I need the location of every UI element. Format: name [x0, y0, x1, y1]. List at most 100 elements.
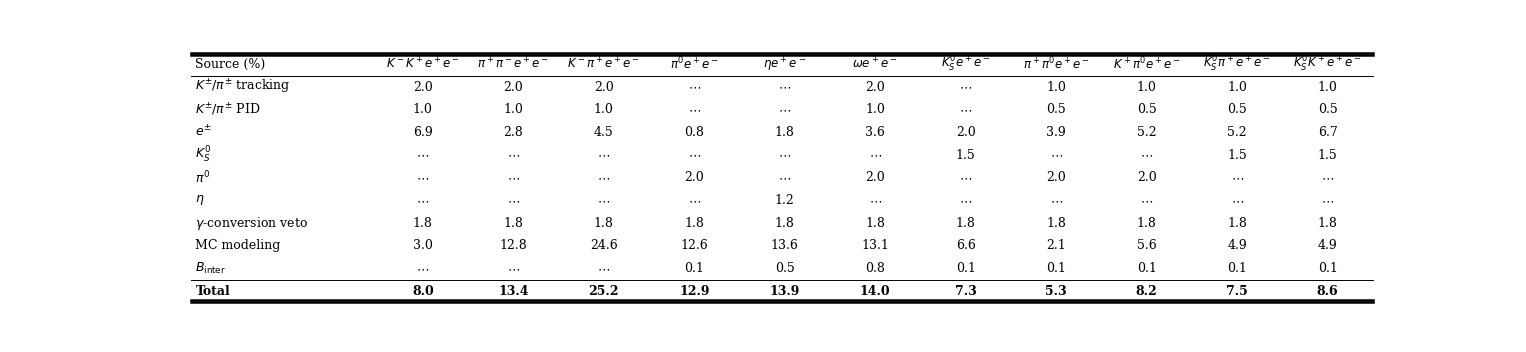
Text: 13.9: 13.9: [769, 285, 800, 297]
Text: 0.8: 0.8: [684, 126, 703, 139]
Text: 1.2: 1.2: [775, 194, 795, 207]
Text: $\cdots$: $\cdots$: [868, 194, 882, 207]
Text: $B_{\rm inter}$: $B_{\rm inter}$: [195, 261, 226, 276]
Text: $\cdots$: $\cdots$: [417, 262, 429, 275]
Text: $\cdots$: $\cdots$: [507, 194, 520, 207]
Text: $K^{\pm}/\pi^{\pm}$ PID: $K^{\pm}/\pi^{\pm}$ PID: [195, 102, 261, 118]
Text: 3.6: 3.6: [865, 126, 885, 139]
Text: $\omega e^+e^-$: $\omega e^+e^-$: [853, 57, 897, 72]
Text: 4.9: 4.9: [1227, 239, 1247, 252]
Text: $\cdots$: $\cdots$: [960, 171, 972, 184]
Text: 2.0: 2.0: [684, 171, 703, 184]
Text: $\cdots$: $\cdots$: [1230, 171, 1244, 184]
Text: $\cdots$: $\cdots$: [417, 171, 429, 184]
Text: $K^0_Se^+e^-$: $K^0_Se^+e^-$: [940, 54, 990, 75]
Text: 0.1: 0.1: [1317, 262, 1337, 275]
Text: $K^+\pi^0e^+e^-$: $K^+\pi^0e^+e^-$: [1112, 56, 1181, 73]
Text: 0.5: 0.5: [1047, 103, 1067, 116]
Text: $\cdots$: $\cdots$: [688, 194, 700, 207]
Text: 1.0: 1.0: [414, 103, 433, 116]
Text: 0.1: 0.1: [1227, 262, 1247, 275]
Text: 3.9: 3.9: [1047, 126, 1067, 139]
Text: 1.5: 1.5: [1317, 149, 1337, 162]
Text: $K^0_S\pi^+e^+e^-$: $K^0_S\pi^+e^+e^-$: [1202, 54, 1271, 75]
Text: $K^0_SK^+e^+e^-$: $K^0_SK^+e^+e^-$: [1293, 54, 1363, 75]
Text: 1.8: 1.8: [775, 126, 795, 139]
Text: $\cdots$: $\cdots$: [1050, 149, 1062, 162]
Text: 6.7: 6.7: [1317, 126, 1337, 139]
Text: 1.5: 1.5: [1227, 149, 1247, 162]
Text: $K^0_S$: $K^0_S$: [195, 145, 212, 165]
Text: 2.0: 2.0: [504, 81, 523, 94]
Text: 1.8: 1.8: [1227, 216, 1247, 230]
Text: 4.5: 4.5: [594, 126, 613, 139]
Text: $\pi^0e^+e^-$: $\pi^0e^+e^-$: [670, 56, 719, 73]
Text: $\cdots$: $\cdots$: [507, 171, 520, 184]
Text: 0.5: 0.5: [1137, 103, 1157, 116]
Text: 0.1: 0.1: [955, 262, 975, 275]
Text: $\eta e^+e^-$: $\eta e^+e^-$: [763, 55, 806, 74]
Text: MC modeling: MC modeling: [195, 239, 281, 252]
Text: 1.8: 1.8: [414, 216, 433, 230]
Text: 1.8: 1.8: [594, 216, 613, 230]
Text: $\cdots$: $\cdots$: [688, 81, 700, 94]
Text: $\pi^0$: $\pi^0$: [195, 169, 211, 186]
Text: 1.8: 1.8: [865, 216, 885, 230]
Text: $\gamma$-conversion veto: $\gamma$-conversion veto: [195, 215, 308, 232]
Text: $\cdots$: $\cdots$: [778, 171, 792, 184]
Text: $\pi^+\pi^-e^+e^-$: $\pi^+\pi^-e^+e^-$: [478, 57, 549, 72]
Text: $\cdots$: $\cdots$: [778, 103, 792, 116]
Text: $\cdots$: $\cdots$: [417, 149, 429, 162]
Text: 4.9: 4.9: [1317, 239, 1337, 252]
Text: $e^{\pm}$: $e^{\pm}$: [195, 125, 212, 140]
Text: 7.3: 7.3: [955, 285, 977, 297]
Text: 1.0: 1.0: [865, 103, 885, 116]
Text: $\cdots$: $\cdots$: [960, 194, 972, 207]
Text: 8.0: 8.0: [412, 285, 433, 297]
Text: 2.0: 2.0: [414, 81, 433, 94]
Text: 7.5: 7.5: [1227, 285, 1248, 297]
Text: 1.8: 1.8: [1317, 216, 1337, 230]
Text: $K^-K^+e^+e^-$: $K^-K^+e^+e^-$: [386, 57, 459, 72]
Text: 1.5: 1.5: [955, 149, 975, 162]
Text: 1.8: 1.8: [1047, 216, 1067, 230]
Text: 1.0: 1.0: [1317, 81, 1337, 94]
Text: 2.0: 2.0: [594, 81, 613, 94]
Text: $\cdots$: $\cdots$: [868, 149, 882, 162]
Text: $\cdots$: $\cdots$: [778, 149, 792, 162]
Text: Total: Total: [195, 285, 230, 297]
Text: 13.1: 13.1: [861, 239, 890, 252]
Text: 2.8: 2.8: [504, 126, 523, 139]
Text: 14.0: 14.0: [859, 285, 891, 297]
Text: 1.8: 1.8: [684, 216, 703, 230]
Text: 2.1: 2.1: [1047, 239, 1067, 252]
Text: 6.6: 6.6: [955, 239, 975, 252]
Text: $\cdots$: $\cdots$: [778, 81, 792, 94]
Text: $\cdots$: $\cdots$: [1322, 171, 1334, 184]
Text: 0.5: 0.5: [1317, 103, 1337, 116]
Text: $\cdots$: $\cdots$: [688, 149, 700, 162]
Text: 13.6: 13.6: [771, 239, 798, 252]
Text: $K^{\pm}/\pi^{\pm}$ tracking: $K^{\pm}/\pi^{\pm}$ tracking: [195, 78, 291, 96]
Text: 2.0: 2.0: [1047, 171, 1067, 184]
Text: $\cdots$: $\cdots$: [688, 103, 700, 116]
Text: 12.8: 12.8: [499, 239, 526, 252]
Text: 1.8: 1.8: [1137, 216, 1157, 230]
Text: $\cdots$: $\cdots$: [1230, 194, 1244, 207]
Text: 2.0: 2.0: [1137, 171, 1157, 184]
Text: 1.0: 1.0: [504, 103, 523, 116]
Text: 0.5: 0.5: [1227, 103, 1247, 116]
Text: 0.1: 0.1: [1047, 262, 1067, 275]
Text: $\cdots$: $\cdots$: [597, 262, 610, 275]
Text: 3.0: 3.0: [414, 239, 433, 252]
Text: 25.2: 25.2: [589, 285, 620, 297]
Text: 8.2: 8.2: [1135, 285, 1158, 297]
Text: 8.6: 8.6: [1317, 285, 1338, 297]
Text: 5.2: 5.2: [1137, 126, 1157, 139]
Text: 0.1: 0.1: [1137, 262, 1157, 275]
Text: 12.9: 12.9: [679, 285, 710, 297]
Text: Source (%): Source (%): [195, 58, 266, 71]
Text: 1.0: 1.0: [1227, 81, 1247, 94]
Text: 24.6: 24.6: [591, 239, 618, 252]
Text: $\cdots$: $\cdots$: [1140, 194, 1154, 207]
